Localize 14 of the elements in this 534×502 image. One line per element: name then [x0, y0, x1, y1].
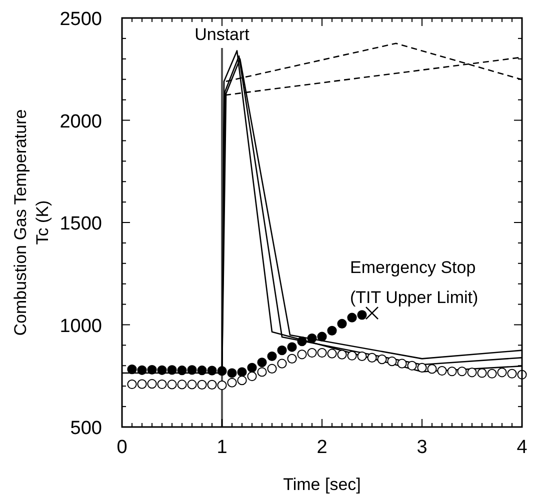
- y-tick-label: 1000: [60, 316, 102, 337]
- x-tick-label: 3: [416, 437, 428, 458]
- x-tick-label: 4: [516, 437, 528, 458]
- ref-line-label: Unstart: [194, 25, 250, 44]
- y-tick-label: 2500: [60, 9, 102, 30]
- y-tick-label: 500: [70, 418, 102, 439]
- x-tick-label: 2: [316, 437, 328, 458]
- x-axis-title: Time [sec]: [283, 475, 361, 494]
- annotation: Emergency Stop (TIT Upper Limit): [350, 258, 478, 308]
- x-tick-label: 0: [116, 437, 128, 458]
- y-axis-title: Combustion Gas Temperature Tc (K): [11, 109, 52, 336]
- x-tick-label: 1: [216, 437, 228, 458]
- y-tick-label: 1500: [60, 214, 102, 234]
- y-tick-label: 2000: [60, 111, 102, 132]
